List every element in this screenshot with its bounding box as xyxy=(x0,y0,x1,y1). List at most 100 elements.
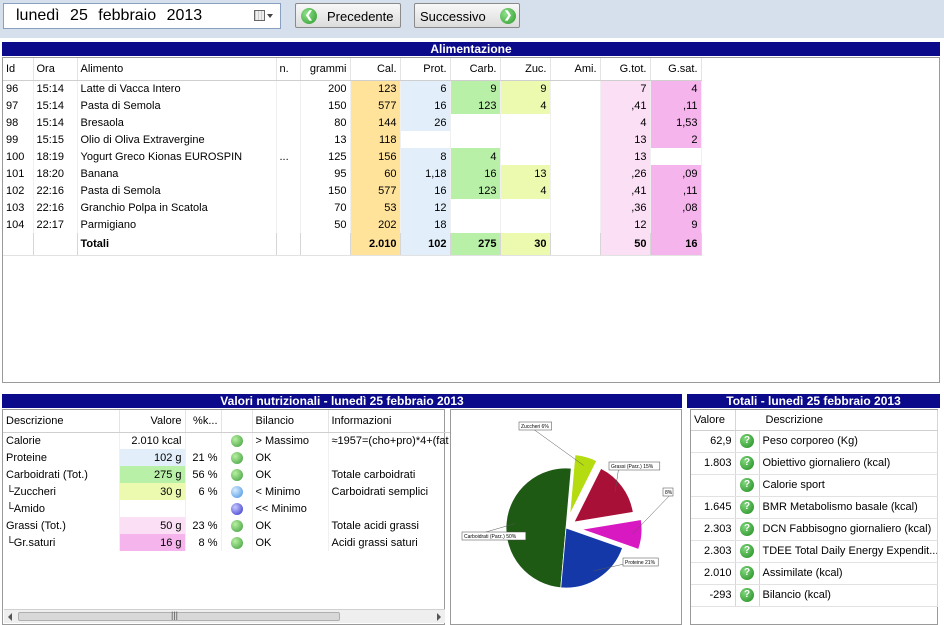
col-grammi[interactable]: grammi xyxy=(300,58,351,81)
nutrition-row[interactable]: Carboidrati (Tot.) 275 g 56 % OK Totale carb… xyxy=(3,466,524,483)
col-ami[interactable]: Ami. xyxy=(550,58,601,81)
food-cell-alimento: Bresaola xyxy=(77,114,277,131)
food-cell-gsat: ,09 xyxy=(650,165,702,182)
col-status[interactable] xyxy=(221,410,253,433)
food-cell-cal: 577 xyxy=(350,182,401,199)
help-icon[interactable]: ? xyxy=(740,456,754,470)
food-row[interactable]: 103 22:16 Granchio Polpa in Scatola 70 53 12,… xyxy=(3,199,702,216)
col-cal[interactable]: Cal. xyxy=(350,58,401,81)
totals-row[interactable]: ? Calorie sport xyxy=(691,474,938,497)
food-cell-id: 102 xyxy=(3,182,34,199)
previous-button[interactable]: ❮ Precedente xyxy=(295,3,401,28)
help-icon[interactable]: ? xyxy=(740,544,754,558)
scroll-left-icon[interactable] xyxy=(8,613,12,621)
food-cell-n xyxy=(276,114,301,131)
totals-row[interactable]: 2.303? TDEE Total Daily Energy Expendit..… xyxy=(691,540,938,563)
help-icon[interactable]: ? xyxy=(740,588,754,602)
col-gtot[interactable]: G.tot. xyxy=(600,58,651,81)
food-row[interactable]: 102 22:16 Pasta di Semola 150 577 16 123 4 ,41,1… xyxy=(3,182,702,199)
food-cell-alimento: Pasta di Semola xyxy=(77,97,277,114)
help-icon[interactable]: ? xyxy=(740,434,754,448)
col-ora[interactable]: Ora xyxy=(33,58,78,81)
nutrition-row[interactable]: Proteine 102 g 21 % OK xyxy=(3,449,524,466)
pie-slice xyxy=(573,467,634,523)
food-cell-n xyxy=(276,131,301,148)
col-prot[interactable]: Prot. xyxy=(400,58,451,81)
food-cell-prot: 12 xyxy=(400,199,451,216)
help-icon[interactable]: ? xyxy=(740,566,754,580)
food-row[interactable]: 97 15:14 Pasta di Semola 150 577 16 123 4 ,41,11 xyxy=(3,97,702,114)
food-row[interactable]: 96 15:14 Latte di Vacca Intero 200 123 6 9 9 7 4 xyxy=(3,80,702,97)
totals-description: Assimilate (kcal) xyxy=(759,562,938,585)
pie-slice-label: 8% xyxy=(665,490,673,496)
food-cell-alimento: Parmigiano xyxy=(77,216,277,233)
date-text: lunedì 25 febbraio 2013 xyxy=(16,7,202,25)
calendar-dropdown-icon[interactable] xyxy=(254,10,274,23)
col-pct-kcal[interactable]: %k... xyxy=(185,410,222,433)
col-alimento[interactable]: Alimento xyxy=(77,58,277,81)
status-green-icon xyxy=(230,519,243,532)
totals-description: DCN Fabbisogno giornaliero (kcal) xyxy=(759,518,938,541)
food-cell-ami xyxy=(550,165,601,182)
pie-slice-label: Grassi (Parz.) 15% xyxy=(611,464,654,470)
food-cell-grammi: 13 xyxy=(300,131,351,148)
nutrition-row[interactable]: Grassi (Tot.) 50 g 23 % OK Totale acidi gras… xyxy=(3,517,524,534)
food-row[interactable]: 99 15:15 Olio di Oliva Extravergine 13 118 13… xyxy=(3,131,702,148)
col-n[interactable]: n. xyxy=(276,58,301,81)
totals-row[interactable]: -293? Bilancio (kcal) xyxy=(691,584,938,607)
scrollbar-thumb[interactable]: ||| xyxy=(18,610,340,621)
nutrition-row[interactable]: Calorie 2.010 kcal > Massimo ≈1957=(cho+pro… xyxy=(3,432,524,449)
col-descrizione[interactable]: Descrizione xyxy=(3,410,120,433)
next-label: Successivo xyxy=(420,9,486,24)
col-carb[interactable]: Carb. xyxy=(450,58,501,81)
food-cell-ora: 18:19 xyxy=(33,148,78,165)
food-row[interactable]: 104 22:17 Parmigiano 50 202 18 12 9 xyxy=(3,216,702,233)
nutrition-horizontal-scrollbar[interactable]: ||| xyxy=(4,609,445,623)
food-row[interactable]: 98 15:14 Bresaola 80 144 26 4 1,53 xyxy=(3,114,702,131)
col-zuc[interactable]: Zuc. xyxy=(500,58,551,81)
help-icon[interactable]: ? xyxy=(740,478,754,492)
col-gsat[interactable]: G.sat. xyxy=(650,58,702,81)
col-valore[interactable]: Valore xyxy=(119,410,186,433)
toolbar: lunedì 25 febbraio 2013 ❮ Precedente Suc… xyxy=(0,0,944,38)
food-row[interactable]: 101 18:20 Banana 95 60 1,18 16 13 ,26,09 xyxy=(3,165,702,182)
next-button[interactable]: Successivo ❯ xyxy=(414,3,520,28)
food-cell-cal: 577 xyxy=(350,97,401,114)
food-table-header: Id Ora Alimento n. grammi Cal. Prot. Car… xyxy=(3,58,702,81)
nutrition-cell-value: 275 g xyxy=(119,466,186,483)
food-cell-gsat: 9 xyxy=(650,216,702,233)
col-bilancio[interactable]: Bilancio xyxy=(252,410,329,433)
scroll-right-icon[interactable] xyxy=(437,613,441,621)
totals-row[interactable]: 1.803? Obiettivo giornaliero (kcal) xyxy=(691,452,938,475)
date-picker[interactable]: lunedì 25 febbraio 2013 xyxy=(3,3,281,29)
col-id[interactable]: Id xyxy=(3,58,34,81)
food-table: Id Ora Alimento n. grammi Cal. Prot. Car… xyxy=(3,58,702,256)
pie-slice xyxy=(505,467,572,589)
col-tot-descrizione[interactable]: Descrizione xyxy=(735,410,938,431)
totals-value xyxy=(691,474,736,497)
food-cell-cal: 118 xyxy=(350,131,401,148)
col-tot-valore[interactable]: Valore xyxy=(691,410,736,431)
help-icon[interactable]: ? xyxy=(740,522,754,536)
totals-row[interactable]: 2.010? Assimilate (kcal) xyxy=(691,562,938,585)
food-cell-gtot: 7 xyxy=(600,80,651,97)
food-cell-alimento: Olio di Oliva Extravergine xyxy=(77,131,277,148)
food-row[interactable]: 100 18:19 Yogurt Greco Kionas EUROSPIN... 1… xyxy=(3,148,702,165)
nutrition-status-cell xyxy=(221,517,253,534)
nutrition-row[interactable]: └Amido << Minimo xyxy=(3,500,524,517)
nutrition-status-cell xyxy=(221,500,253,517)
totals-row[interactable]: 62,9? Peso corporeo (Kg) xyxy=(691,430,938,453)
food-total-alimento: Totali xyxy=(77,233,277,256)
totals-row[interactable]: 1.645? BMR Metabolismo basale (kcal) xyxy=(691,496,938,519)
food-cell-id: 104 xyxy=(3,216,34,233)
totals-table: Valore Descrizione 62,9? Peso corporeo (K… xyxy=(691,410,938,607)
food-cell-ora: 15:14 xyxy=(33,114,78,131)
food-cell-carb: 4 xyxy=(450,148,501,165)
food-cell-n: ... xyxy=(276,148,301,165)
help-icon[interactable]: ? xyxy=(740,500,754,514)
food-cell-gsat: 1,53 xyxy=(650,114,702,131)
pie-label-box xyxy=(518,421,552,431)
totals-row[interactable]: 2.303? DCN Fabbisogno giornaliero (kcal) xyxy=(691,518,938,541)
